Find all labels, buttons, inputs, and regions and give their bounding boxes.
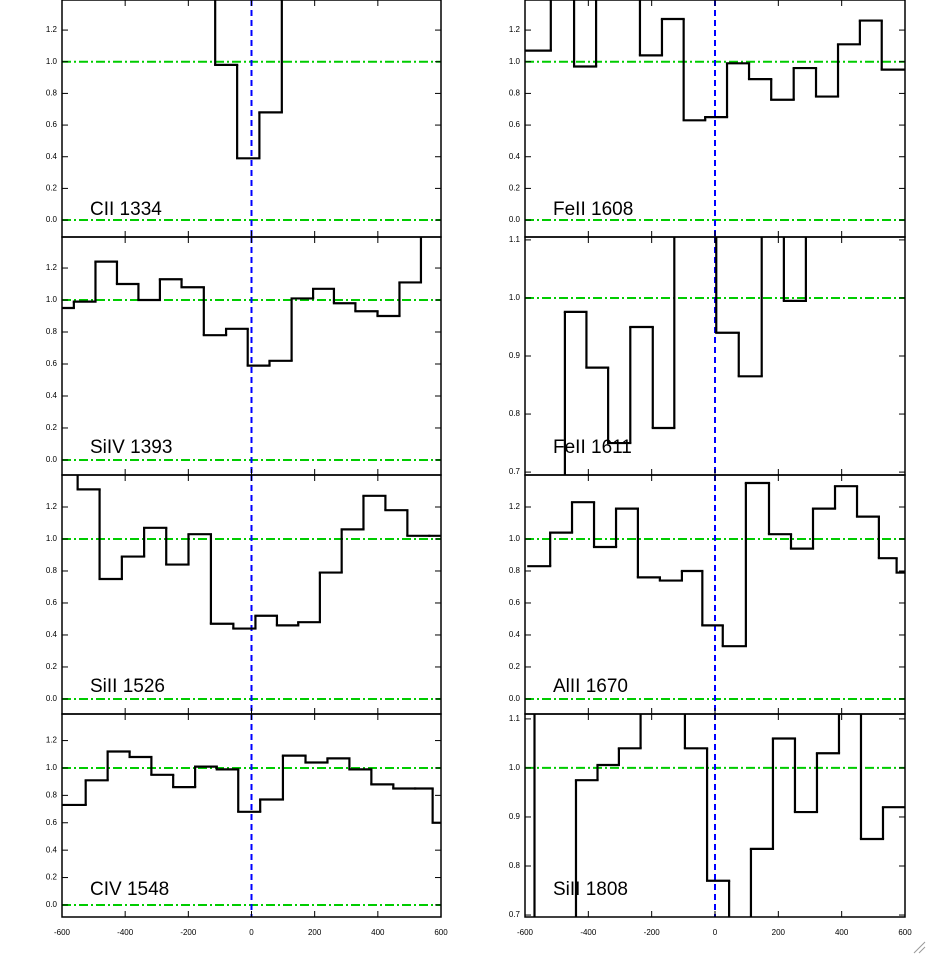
y-tick-label: 0.4 [46,845,58,854]
y-tick-label: 0.8 [46,790,58,799]
y-tick-label: 1.0 [46,57,58,66]
y-tick-label: 1.0 [509,57,521,66]
y-tick-label: 0.8 [46,89,58,98]
y-tick-label: 1.2 [509,502,521,511]
y-tick-label: 0.6 [509,120,521,129]
x-tick-label: 0 [249,928,254,937]
panel-title: CIV 1548 [90,879,169,900]
panel-title: FeII 1608 [553,199,633,220]
y-tick-label: 1.0 [46,295,58,304]
y-tick-label: 0.6 [46,818,58,827]
y-tick-label: 0.8 [46,327,58,336]
y-tick-label: 0.7 [509,467,521,476]
y-tick-label: 0.6 [46,120,58,129]
y-tick-label: 0.6 [46,359,58,368]
x-tick-label: 0 [713,928,718,937]
panel-title: FeII 1611 [553,437,632,458]
y-tick-label: 1.1 [509,714,521,723]
plot-area [62,237,441,475]
x-tick-label: -200 [644,928,661,937]
panel-title: CII 1334 [90,199,162,220]
panel: 0.7 0.8 0.9 1.0 1.1 FeII 1611 [509,235,906,476]
panel: 0.0 0.2 0.4 0.6 0.8 1.0 1.2 CII 1334 [46,0,442,238]
y-tick-label: 1.0 [509,534,521,543]
x-tick-label: -600 [517,928,534,937]
y-tick-label: 0.8 [509,89,521,98]
x-tick-label: 200 [772,928,786,937]
y-tick-label: 0.0 [46,215,58,224]
resize-grip [913,941,926,954]
y-tick-label: 0.8 [509,861,521,870]
plot-area [525,237,905,475]
panel-title: SiII 1526 [90,676,165,697]
y-tick-label: 0.4 [509,152,521,161]
plot-area [525,714,905,917]
plot-area [525,0,905,237]
y-tick-label: 1.2 [46,25,58,34]
panel: 0.0 0.2 0.4 0.6 0.8 1.0 1.2 SiIV 1393 [46,236,442,476]
y-tick-label: 0.0 [509,215,521,224]
y-tick-label: 0.4 [509,630,521,639]
x-tick-label: 600 [434,928,448,937]
y-tick-label: 1.0 [509,293,521,302]
panel: 0.7 0.8 0.9 1.0 1.1 -600 -400 -200 0 200 400 600 SiI… [509,713,912,937]
y-tick-label: 0.7 [509,910,521,919]
y-tick-label: 0.8 [46,566,58,575]
plot-area [525,475,905,714]
panel: 0.0 0.2 0.4 0.6 0.8 1.0 1.2 FeII 1608 [509,0,906,238]
y-tick-label: 0.0 [46,900,58,909]
y-tick-label: 0.8 [509,566,521,575]
y-tick-label: 0.8 [509,409,521,418]
x-tick-label: -400 [117,928,134,937]
y-tick-label: 0.0 [509,694,521,703]
x-tick-label: -200 [180,928,197,937]
panel: 0.0 0.2 0.4 0.6 0.8 1.0 1.2 SiII 1526 [46,474,442,715]
panel-title: SiII 1808 [553,879,628,900]
y-tick-label: 1.2 [509,25,521,34]
y-tick-label: 1.0 [46,534,58,543]
plot-area [62,0,441,237]
y-tick-label: 1.0 [46,763,58,772]
y-tick-label: 0.6 [46,598,58,607]
y-tick-label: 0.2 [46,184,58,193]
y-tick-label: 0.6 [509,598,521,607]
panel-title: SiIV 1393 [90,437,172,458]
x-tick-label: 400 [835,928,849,937]
x-tick-label: 600 [898,928,912,937]
y-tick-label: 0.2 [509,662,521,671]
y-tick-label: 1.2 [46,736,58,745]
y-tick-label: 0.4 [46,152,58,161]
x-tick-label: 200 [308,928,322,937]
y-tick-label: 1.0 [509,763,521,772]
y-tick-label: 1.2 [46,263,58,272]
plot-area [62,475,441,714]
y-tick-label: 0.0 [46,694,58,703]
y-tick-label: 0.2 [46,423,58,432]
y-tick-label: 0.0 [46,455,58,464]
y-tick-label: 0.9 [509,351,521,360]
y-tick-label: 0.2 [46,873,58,882]
x-tick-label: -400 [580,928,597,937]
y-tick-label: 1.2 [46,502,58,511]
y-tick-label: 0.4 [46,391,58,400]
x-tick-label: 400 [371,928,385,937]
y-tick-label: 0.9 [509,812,521,821]
y-tick-label: 1.1 [509,235,521,244]
y-tick-label: 0.2 [509,184,521,193]
x-tick-label: -600 [54,928,71,937]
y-tick-label: 0.2 [46,662,58,671]
y-tick-label: 0.4 [46,630,58,639]
panel-title: AlII 1670 [553,676,628,697]
panel: 0.0 0.2 0.4 0.6 0.8 1.0 1.2 -600 -400 -200 0 200 400… [46,713,448,937]
